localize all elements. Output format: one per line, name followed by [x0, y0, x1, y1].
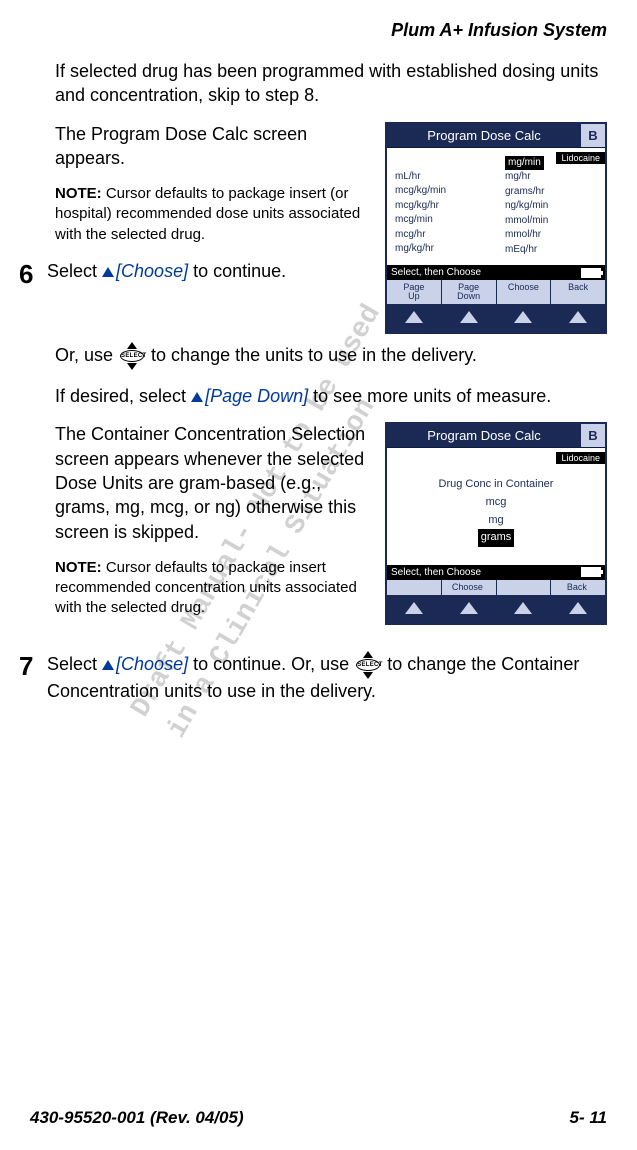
step-6-body: Select [Choose] to continue.: [47, 259, 375, 283]
conc-option: mcg: [395, 494, 597, 512]
note-label: NOTE:: [55, 185, 102, 202]
softkey-page-up[interactable]: PageUp: [387, 280, 442, 304]
unit-option: mmol/hr: [505, 228, 597, 243]
unit-option: mcg/kg/min: [395, 184, 487, 199]
softkey-back[interactable]: Back: [551, 580, 605, 595]
softkey-blank: [387, 580, 442, 595]
unit-option-selected: mg/min: [505, 156, 544, 171]
unit-option: mcg/min: [395, 213, 487, 228]
footer: 430-95520-001 (Rev. 04/05) 5- 11: [30, 1108, 607, 1128]
note-text: Cursor defaults to package insert (or ho…: [55, 185, 360, 243]
unit-option: mmol/min: [505, 214, 597, 229]
softkey-page-down[interactable]: PageDown: [442, 280, 497, 304]
device2-title: Program Dose Calc: [387, 424, 581, 447]
note-2: NOTE: Cursor defaults to package insert …: [55, 558, 370, 619]
para-page-down: If desired, select [Page Down] to see mo…: [55, 384, 607, 408]
step-number-6: 6: [19, 259, 47, 290]
device1-softkeys: PageUp PageDown Choose Back: [387, 280, 605, 304]
device2-status: Select, then Choose: [391, 567, 581, 578]
arrow-up-icon: [551, 310, 606, 328]
arrow-up-icon: [442, 601, 497, 619]
choose-action: [Choose]: [116, 654, 188, 674]
para-container-conc: The Container Concentration Selection sc…: [55, 422, 370, 543]
device-container-conc: Program Dose Calc B Lidocaine Drug Conc …: [385, 422, 607, 624]
arrow-up-icon: [496, 601, 551, 619]
device1-col1: mL/hr mcg/kg/min mcg/kg/hr mcg/min mcg/h…: [395, 170, 487, 258]
device2-status-row: Select, then Choose: [387, 565, 605, 580]
unit-option: mg/kg/hr: [395, 242, 487, 257]
unit-option: mcg/kg/hr: [395, 199, 487, 214]
softkey-back[interactable]: Back: [551, 280, 605, 304]
para-screen-appears: The Program Dose Calc screen appears.: [55, 122, 370, 171]
step-7-body: Select [Choose] to continue. Or, use SEL…: [47, 651, 607, 703]
softkey-triangle-icon: [102, 267, 114, 277]
unit-option: mL/hr: [395, 170, 487, 185]
device2-softkeys: Choose Back: [387, 580, 605, 595]
choose-action: [Choose]: [116, 261, 188, 281]
footer-pagenum: 5- 11: [570, 1108, 608, 1128]
device1-title: Program Dose Calc: [387, 124, 581, 147]
page-down-action: [Page Down]: [205, 386, 308, 406]
step-number-7: 7: [19, 651, 47, 682]
device2-drug-tag: Lidocaine: [387, 448, 605, 466]
arrow-up-icon: [387, 310, 442, 328]
battery-icon: [581, 268, 601, 278]
softkey-blank: [497, 580, 552, 595]
select-key-icon: SELECT: [354, 651, 382, 679]
conc-option-selected: grams: [478, 529, 515, 547]
note-label: NOTE:: [55, 559, 102, 576]
arrow-up-icon: [442, 310, 497, 328]
softkey-triangle-icon: [102, 660, 114, 670]
footer-docnum: 430-95520-001 (Rev. 04/05): [30, 1108, 244, 1128]
device1-status: Select, then Choose: [391, 267, 581, 278]
softkey-choose[interactable]: Choose: [497, 280, 552, 304]
softkey-choose[interactable]: Choose: [442, 580, 497, 595]
device2-heading: Drug Conc in Container: [395, 476, 597, 494]
device1-status-row: Select, then Choose: [387, 265, 605, 280]
device1-arrows: [387, 304, 605, 332]
unit-option: mg/hr: [505, 170, 597, 185]
device2-line-b: B: [581, 424, 605, 447]
arrow-up-icon: [387, 601, 442, 619]
page-header: Plum A+ Infusion System: [55, 20, 607, 41]
para-intro: If selected drug has been programmed wit…: [55, 59, 607, 108]
conc-option: mg: [395, 512, 597, 530]
select-key-icon: SELECT: [118, 342, 146, 370]
device2-arrows: [387, 595, 605, 623]
arrow-up-icon: [496, 310, 551, 328]
device2-drug: Lidocaine: [556, 452, 605, 464]
unit-option: grams/hr: [505, 185, 597, 200]
battery-icon: [581, 567, 601, 577]
unit-option: mcg/hr: [395, 228, 487, 243]
device1-line-b: B: [581, 124, 605, 147]
page: Draft Manual- Not to be used in a Clinic…: [0, 0, 637, 1150]
para-or-use-select: Or, use SELECT to change the units to us…: [55, 342, 607, 370]
unit-option: ng/kg/min: [505, 199, 597, 214]
note-1: NOTE: Cursor defaults to package insert …: [55, 184, 370, 245]
arrow-up-icon: [551, 601, 606, 619]
device1-col2: mg/min mg/hr grams/hr ng/kg/min mmol/min…: [505, 170, 597, 258]
softkey-triangle-icon: [191, 392, 203, 402]
unit-option: mEq/hr: [505, 243, 597, 258]
device-dose-calc-units: Program Dose Calc B Lidocaine mL/hr mcg/…: [385, 122, 607, 335]
